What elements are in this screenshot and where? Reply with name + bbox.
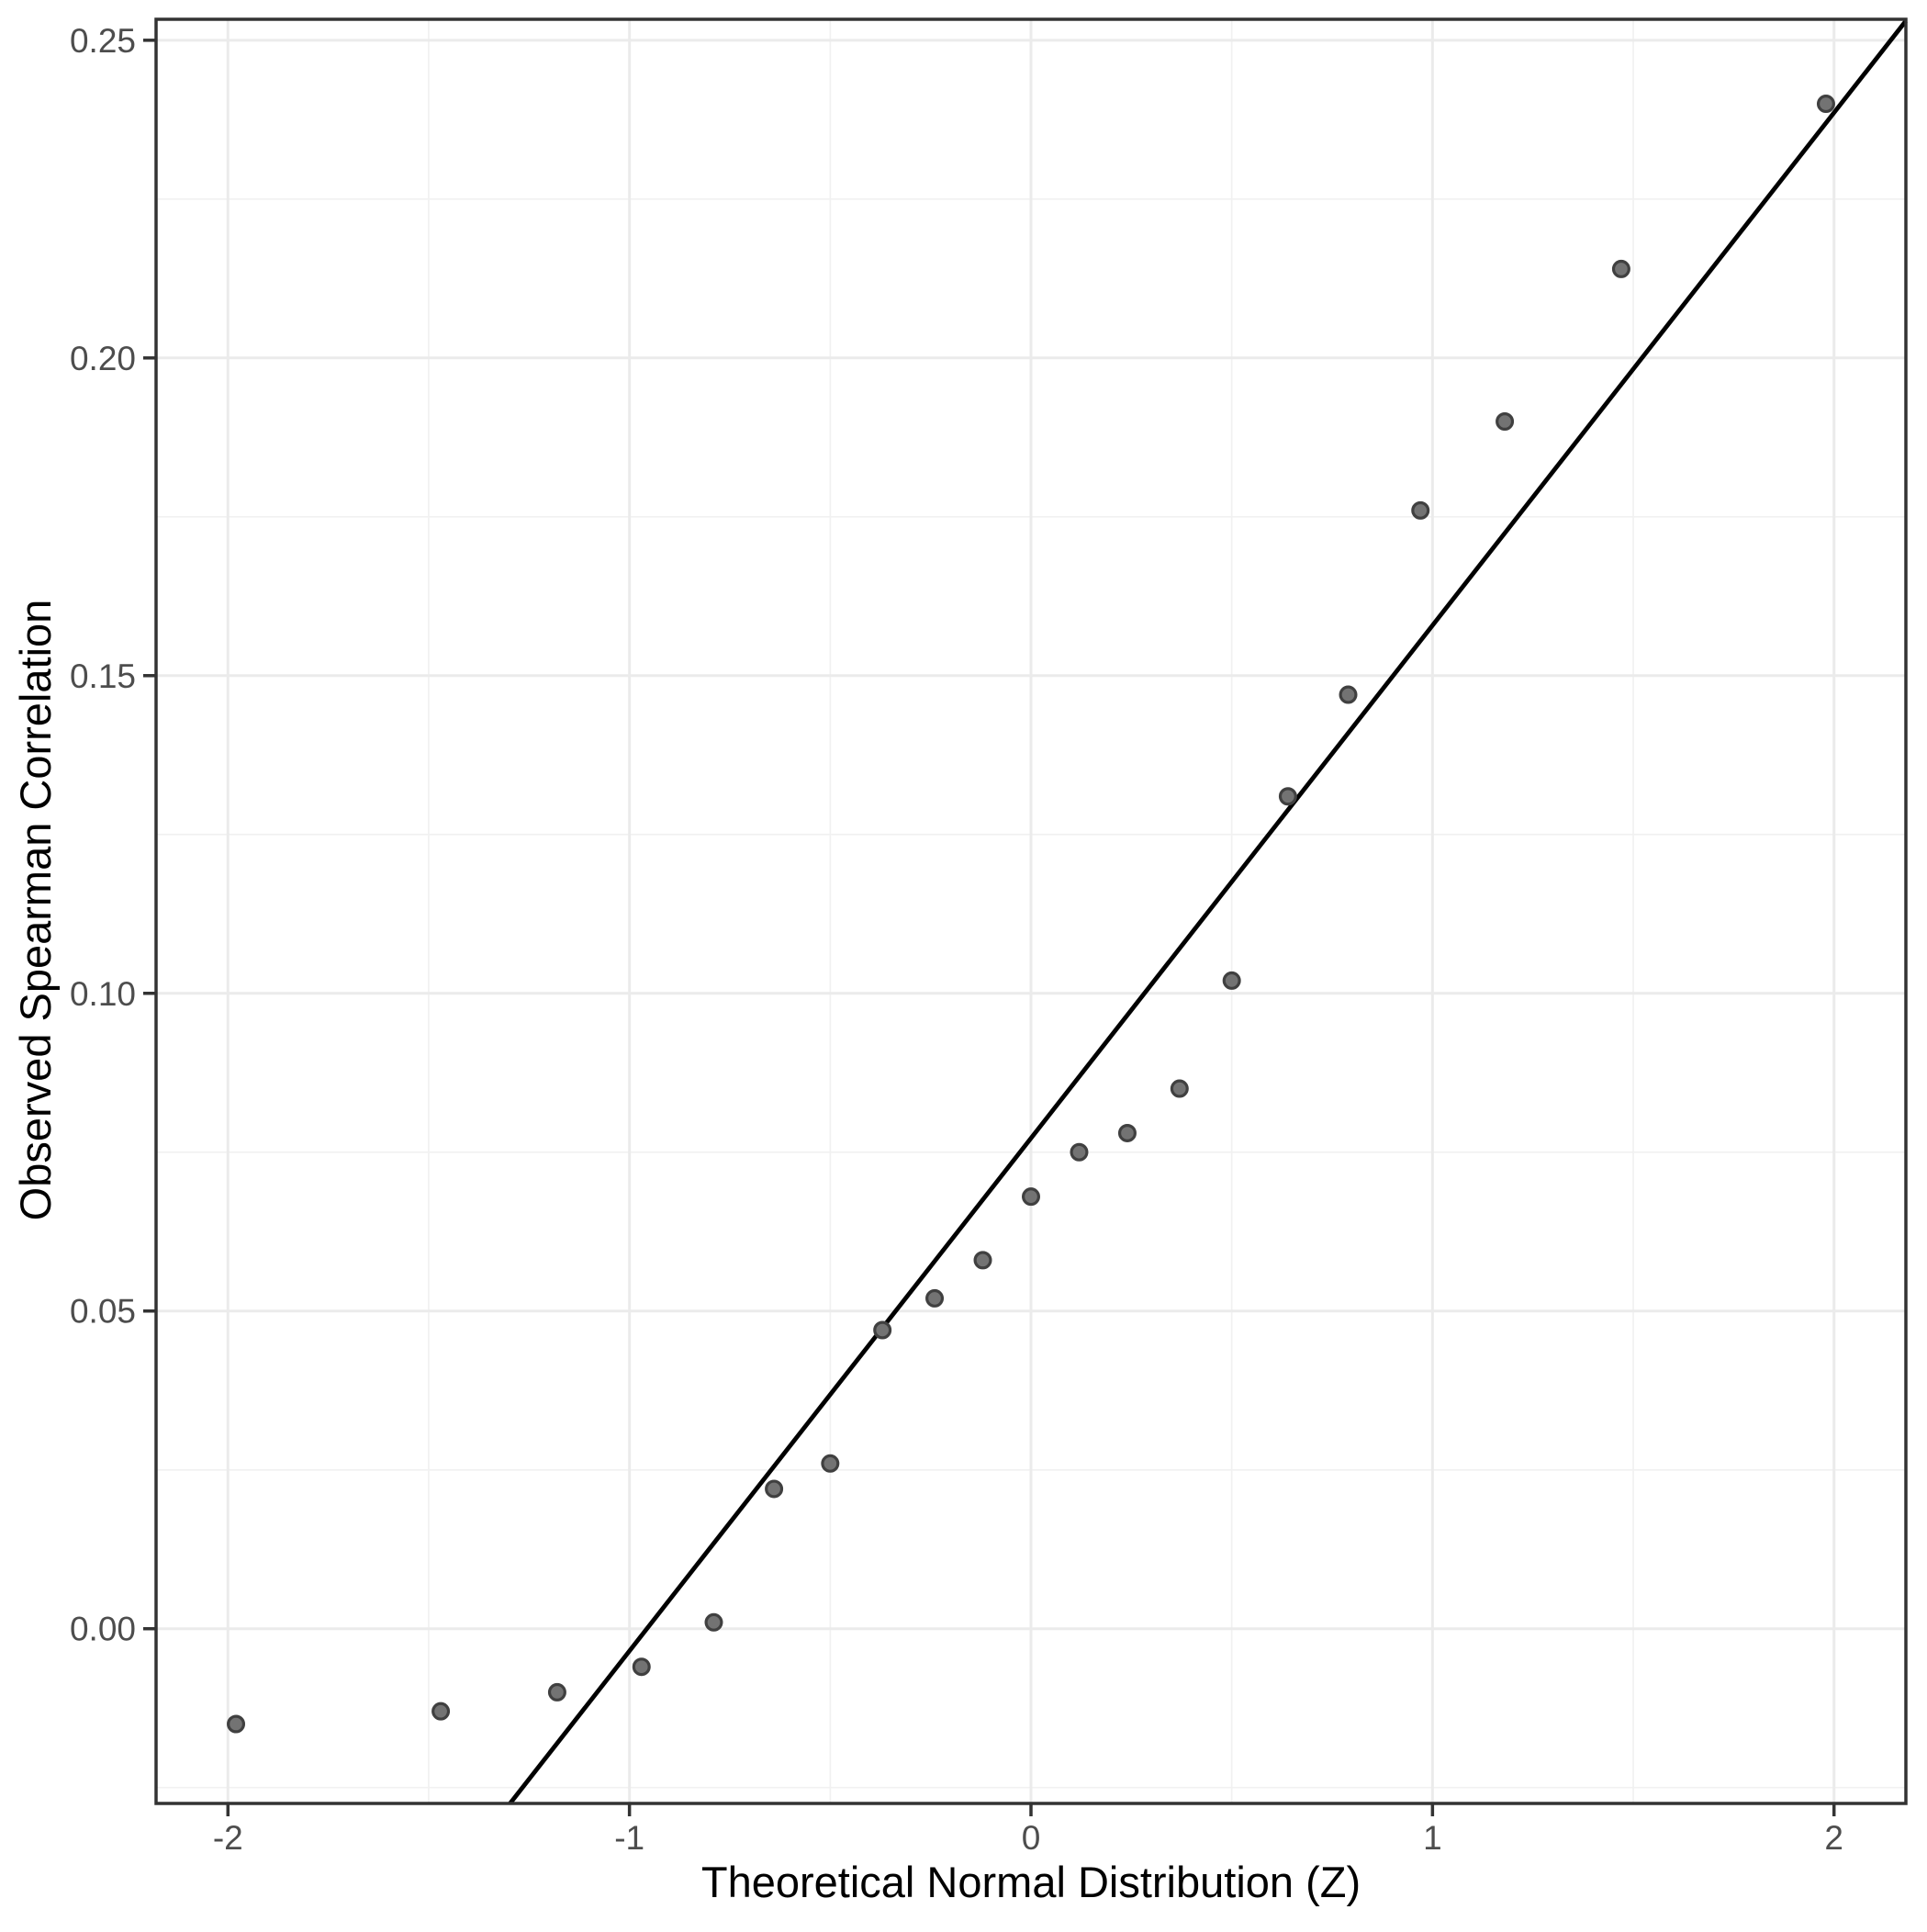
y-axis-title: Observed Spearman Correlation — [11, 600, 60, 1221]
data-point — [821, 1454, 840, 1473]
x-axis-title: Theoretical Normal Distribution (Z) — [701, 1858, 1361, 1906]
data-point — [973, 1251, 992, 1270]
data-point — [1611, 259, 1630, 278]
data-point — [1070, 1142, 1089, 1162]
y-tick-label: 0.20 — [70, 340, 136, 377]
data-point — [227, 1714, 246, 1734]
data-point — [547, 1682, 566, 1702]
data-point — [1339, 685, 1358, 704]
data-point — [1496, 412, 1515, 432]
data-point — [1411, 500, 1430, 520]
y-tick-label: 0.15 — [70, 657, 136, 695]
data-point — [765, 1479, 784, 1499]
qq-reference-line-group — [508, 19, 1908, 1805]
x-tick-label: 0 — [1022, 1819, 1041, 1857]
data-point — [1278, 787, 1297, 806]
axis-tick-marks — [143, 39, 1836, 1816]
data-point — [1170, 1079, 1189, 1098]
y-tick-label: 0.25 — [70, 22, 136, 60]
y-tick-label: 0.05 — [70, 1293, 136, 1331]
major-gridlines — [156, 19, 1906, 1803]
data-point — [925, 1288, 945, 1308]
x-tick-label: -1 — [614, 1819, 644, 1857]
axis-tick-labels: -2 -1 0 1 2 0.00 0.05 0.10 0.15 0.20 0.25 — [70, 22, 1843, 1857]
data-point — [431, 1702, 451, 1721]
scatter-points-group — [227, 95, 1835, 1734]
qq-reference-line — [508, 19, 1908, 1805]
data-point — [704, 1612, 723, 1632]
data-point — [1117, 1123, 1137, 1142]
data-point — [632, 1657, 651, 1677]
x-tick-label: -2 — [213, 1819, 243, 1857]
y-tick-label: 0.00 — [70, 1611, 136, 1648]
data-point — [873, 1320, 892, 1340]
data-point — [1816, 95, 1835, 114]
x-tick-label: 2 — [1824, 1819, 1843, 1857]
data-point — [1021, 1187, 1040, 1207]
x-tick-label: 1 — [1423, 1819, 1442, 1857]
y-tick-label: 0.10 — [70, 975, 136, 1013]
data-point — [1222, 971, 1241, 990]
